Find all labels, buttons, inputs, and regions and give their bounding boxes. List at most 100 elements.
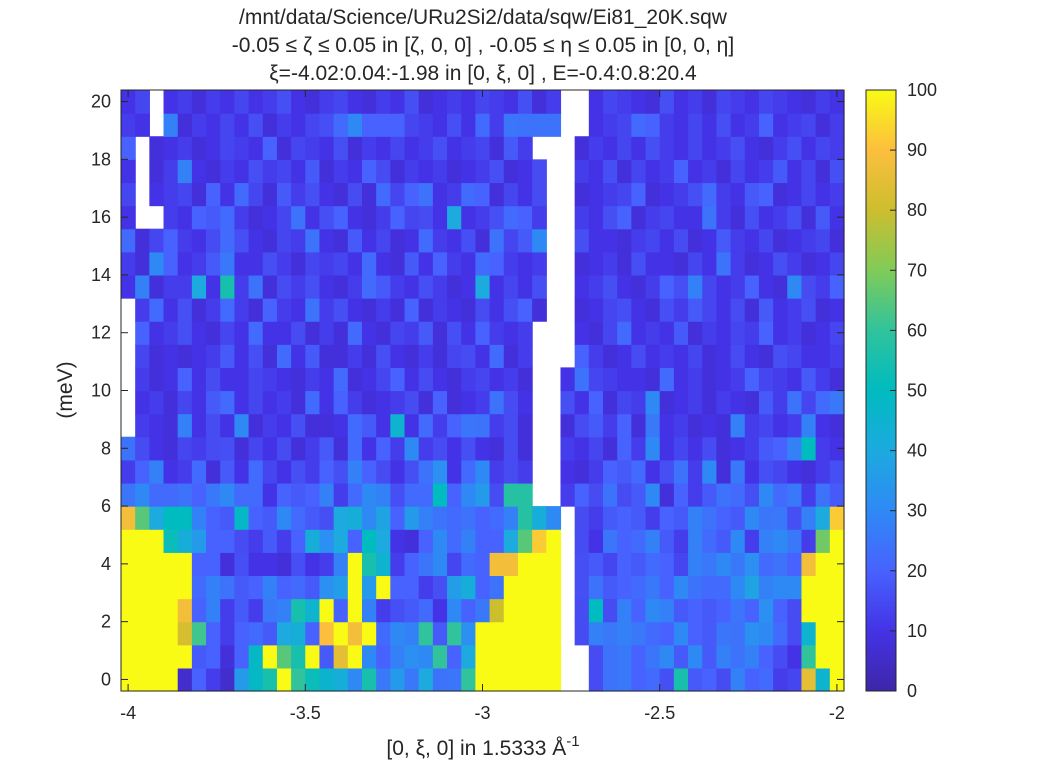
heatmap-cell — [432, 136, 448, 160]
heatmap-cell — [673, 644, 689, 669]
heatmap-cell — [631, 413, 647, 438]
heatmap-cell — [702, 529, 718, 553]
heatmap-cell — [149, 506, 165, 530]
heatmap-cell — [149, 228, 165, 253]
heatmap-cell — [135, 113, 150, 137]
heatmap-cell — [291, 274, 306, 299]
heatmap-cell — [347, 159, 363, 184]
heatmap-cell — [688, 436, 703, 461]
heatmap-cell — [177, 390, 193, 415]
heatmap-cell — [815, 667, 831, 692]
heatmap-cell — [276, 436, 292, 461]
heatmap-cell — [787, 667, 803, 692]
heatmap-cell — [546, 598, 562, 623]
heatmap-cell — [503, 90, 519, 114]
heatmap-cell — [773, 552, 788, 577]
heatmap-cell — [475, 251, 491, 276]
heatmap-cell — [390, 136, 406, 160]
heatmap-cell — [220, 667, 236, 692]
heatmap-cell — [659, 436, 675, 461]
heatmap-cell — [206, 413, 221, 438]
heatmap-cell — [220, 274, 236, 299]
heatmap-cell — [503, 367, 519, 392]
heatmap-cell — [688, 274, 703, 299]
y-tick-label: 12 — [91, 323, 111, 343]
heatmap-cell — [730, 321, 746, 345]
heatmap-cell — [191, 667, 207, 692]
heatmap-cell — [390, 506, 406, 530]
heatmap-cell — [673, 459, 689, 484]
heatmap-cell — [702, 644, 718, 669]
heatmap-cell — [702, 413, 718, 438]
heatmap-cell — [206, 159, 221, 184]
heatmap-cell — [773, 90, 788, 114]
heatmap-cell — [248, 667, 264, 692]
heatmap-cell — [503, 182, 519, 207]
heatmap-cell — [574, 459, 590, 484]
heatmap-cell — [773, 251, 788, 276]
heatmap-cell — [347, 667, 363, 692]
heatmap-cell — [319, 251, 335, 276]
heatmap-cell — [362, 136, 377, 160]
heatmap-cell — [135, 367, 150, 392]
heatmap-cell — [716, 205, 732, 230]
heatmap-cell — [234, 621, 250, 646]
heatmap-cell — [702, 344, 718, 368]
y-tick-label: 10 — [91, 381, 111, 401]
heatmap-cell — [517, 413, 533, 438]
heatmap-cell — [688, 575, 703, 600]
heatmap-cell — [362, 621, 377, 646]
heatmap-cell — [291, 390, 306, 415]
heatmap-cell — [773, 667, 788, 692]
heatmap-cell — [347, 436, 363, 461]
heatmap-cell — [121, 598, 136, 623]
heatmap-cell — [135, 482, 150, 507]
heatmap-cell — [744, 113, 760, 137]
heatmap-cell — [404, 228, 420, 253]
heatmap-cell — [191, 321, 207, 345]
heatmap-cell — [829, 159, 845, 184]
heatmap-cell — [432, 205, 448, 230]
heatmap-cell — [390, 575, 406, 600]
heatmap-cell — [631, 482, 647, 507]
heatmap-cell — [206, 367, 221, 392]
heatmap-cell — [418, 413, 434, 438]
heatmap-cell — [461, 436, 477, 461]
heatmap-cell — [688, 529, 703, 553]
heatmap-cell — [362, 459, 377, 484]
heatmap-cell — [276, 344, 292, 368]
heatmap-cell — [546, 506, 562, 530]
heatmap-cell — [673, 506, 689, 530]
heatmap-cell — [305, 644, 321, 669]
heatmap-cell — [829, 251, 845, 276]
heatmap-cell — [461, 413, 477, 438]
heatmap-cell — [234, 482, 250, 507]
heatmap-cell — [319, 667, 335, 692]
heatmap-cell — [418, 90, 434, 114]
heatmap-cell — [532, 644, 547, 669]
heatmap-cell — [475, 598, 491, 623]
heatmap-cell — [631, 159, 647, 184]
heatmap-cell — [376, 274, 391, 299]
heatmap-cell — [645, 667, 661, 692]
heatmap-cell — [744, 413, 760, 438]
heatmap-cell — [404, 598, 420, 623]
y-tick-label: 2 — [101, 612, 111, 632]
heatmap-cell — [730, 113, 746, 137]
heatmap-cell — [758, 552, 774, 577]
heatmap-cell — [702, 598, 718, 623]
heatmap-cell — [503, 390, 519, 415]
heatmap-cell — [291, 529, 306, 553]
heatmap-cell — [362, 436, 377, 461]
heatmap-cell — [376, 459, 391, 484]
heatmap-cell — [291, 228, 306, 253]
heatmap-cell — [730, 228, 746, 253]
heatmap-cell — [503, 459, 519, 484]
heatmap-cell — [220, 506, 236, 530]
heatmap-cell — [730, 390, 746, 415]
heatmap-cell — [432, 159, 448, 184]
heatmap-cell — [673, 136, 689, 160]
heatmap-cell — [461, 205, 477, 230]
heatmap-cell — [163, 413, 179, 438]
heatmap-cell — [673, 251, 689, 276]
